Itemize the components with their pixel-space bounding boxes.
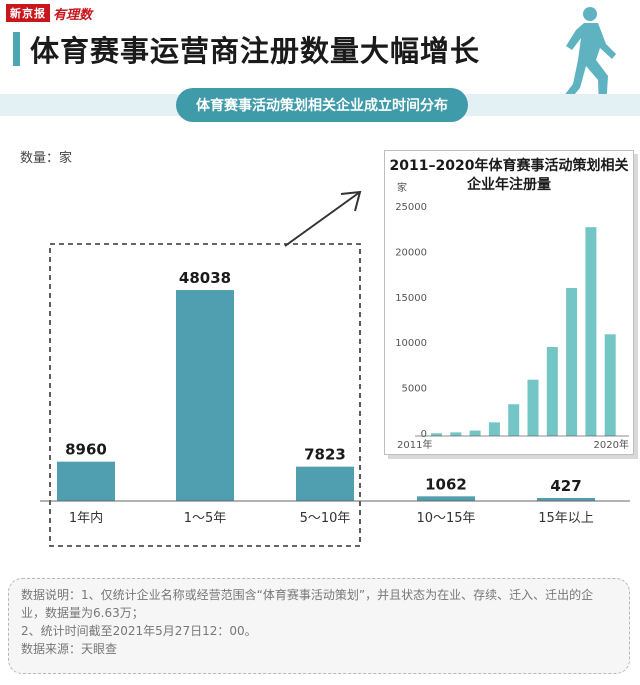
runner-icon xyxy=(563,7,616,108)
inset-bar-2019 xyxy=(585,227,597,436)
inset-ytick-3: 15000 xyxy=(395,293,427,304)
inset-y-unit: 家 xyxy=(397,181,407,194)
inset-bar-2014 xyxy=(488,422,500,436)
main-bar-value-1: 48038 xyxy=(179,269,231,287)
main-bar-value-3: 1062 xyxy=(425,475,467,493)
page-title: 体育赛事运营商注册数量大幅增长 xyxy=(30,34,481,68)
main-bar-3 xyxy=(417,496,475,501)
inset-bar-2012 xyxy=(450,432,462,436)
chart-subtitle: 体育赛事活动策划相关企业成立时间分布 xyxy=(176,88,468,122)
note-source: 数据来源：天眼查 xyxy=(21,642,118,656)
inset-bar-2015 xyxy=(508,404,520,436)
arrow-icon xyxy=(284,190,362,247)
logo-box: 新京报 xyxy=(6,4,50,22)
inset-bar-2020 xyxy=(604,334,616,436)
inset-bar-2013 xyxy=(469,430,481,436)
inset-ytick-4: 20000 xyxy=(395,247,427,258)
logo-script: 有理数 xyxy=(53,7,93,23)
inset-bar-2017 xyxy=(546,347,558,436)
inset-bar-chart: 家 0 5000 10000 15000 20000 25000 2011年 2020年 xyxy=(395,181,629,451)
main-chart-unit-label: 数量：家 xyxy=(20,151,73,166)
highlight-dashed-box xyxy=(49,243,361,547)
main-category-1: 1～5年 xyxy=(184,511,227,526)
brand-logo: 新京报 有理数 xyxy=(6,4,93,23)
inset-title-text: 2011–2020年体育赛事活动策划相关企业年注册量 xyxy=(389,158,629,193)
inset-xtick-last: 2020年 xyxy=(594,438,629,451)
data-notes: 数据说明：1、仅统计企业名称或经营范围含“体育赛事活动策划”，并且状态为在业、存… xyxy=(8,578,630,674)
main-bar-value-0: 8960 xyxy=(65,441,107,459)
main-bar-2 xyxy=(296,466,354,501)
main-bar-chart: 8960 1年内 48038 1～5年 7823 5～10年 1062 10～15年 427 15… xyxy=(40,190,630,547)
inset-ytick-2: 10000 xyxy=(395,338,427,349)
inset-xtick-first: 2011年 xyxy=(397,438,432,451)
main-category-2: 5～10年 xyxy=(300,511,351,526)
main-bar-value-2: 7823 xyxy=(304,446,346,464)
title-accent-bar xyxy=(13,32,20,66)
main-category-3: 10～15年 xyxy=(416,511,475,526)
main-bar-0 xyxy=(57,461,115,501)
inset-chart-title: 2011–2020年体育赛事活动策划相关企业年注册量 xyxy=(385,157,633,195)
inset-ytick-5: 25000 xyxy=(395,202,427,213)
main-category-4: 15年以上 xyxy=(538,511,594,526)
main-category-0: 1年内 xyxy=(69,510,103,526)
inset-bar-2016 xyxy=(527,379,539,436)
inset-chart-panel: 2011–2020年体育赛事活动策划相关企业年注册量 家 0 5000 10000 1… xyxy=(384,150,634,455)
inset-ytick-1: 5000 xyxy=(402,384,427,395)
inset-bar-2011 xyxy=(431,433,442,436)
note-line-2: 2、统计时间截至2021年5月27日12：00。 xyxy=(21,624,257,638)
main-bar-value-4: 427 xyxy=(550,477,581,495)
main-bar-4 xyxy=(537,498,595,501)
inset-bar-2018 xyxy=(566,287,578,436)
note-line-1: 数据说明：1、仅统计企业名称或经营范围含“体育赛事活动策划”，并且状态为在业、存… xyxy=(21,588,594,620)
inset-ytick-0: 0 xyxy=(421,429,427,440)
main-bar-1 xyxy=(176,290,234,501)
